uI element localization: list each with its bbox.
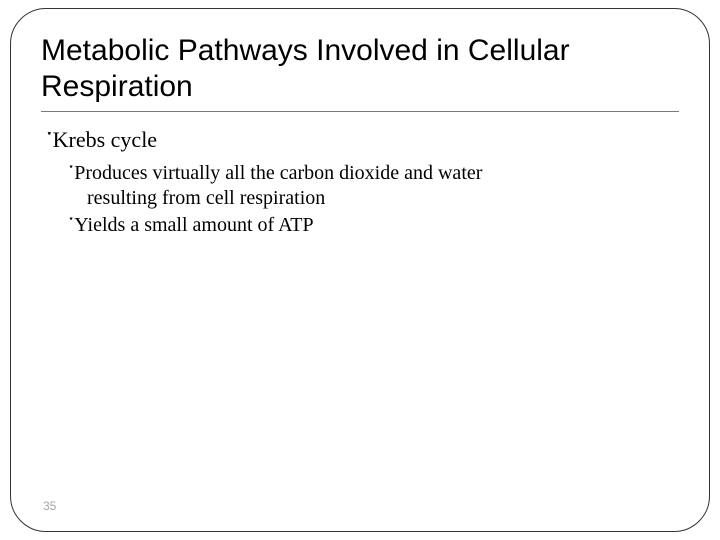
- bullet-text: Yields a small amount of ATP: [74, 214, 313, 236]
- slide-frame: Metabolic Pathways Involved in Cellular …: [10, 8, 710, 532]
- bullet-icon: ་: [69, 214, 73, 236]
- bullet-level2: ་Produces virtually all the carbon dioxi…: [69, 161, 679, 211]
- slide-body: ་Krebs cycle ་Produces virtually all the…: [41, 126, 679, 238]
- title-underline: [41, 111, 679, 112]
- bullet-text: Produces virtually all the carbon dioxid…: [74, 162, 482, 184]
- bullet-icon: ་: [69, 162, 73, 184]
- bullet-level2: ་Yields a small amount of ATP: [69, 213, 679, 238]
- bullet-text: Krebs cycle: [53, 127, 157, 152]
- bullet-text-continuation: resulting from cell respiration: [87, 186, 669, 211]
- page-number: 35: [43, 499, 56, 513]
- bullet-icon: ་: [47, 127, 52, 152]
- slide-title: Metabolic Pathways Involved in Cellular …: [41, 33, 679, 105]
- bullet-level1: ་Krebs cycle: [47, 126, 679, 155]
